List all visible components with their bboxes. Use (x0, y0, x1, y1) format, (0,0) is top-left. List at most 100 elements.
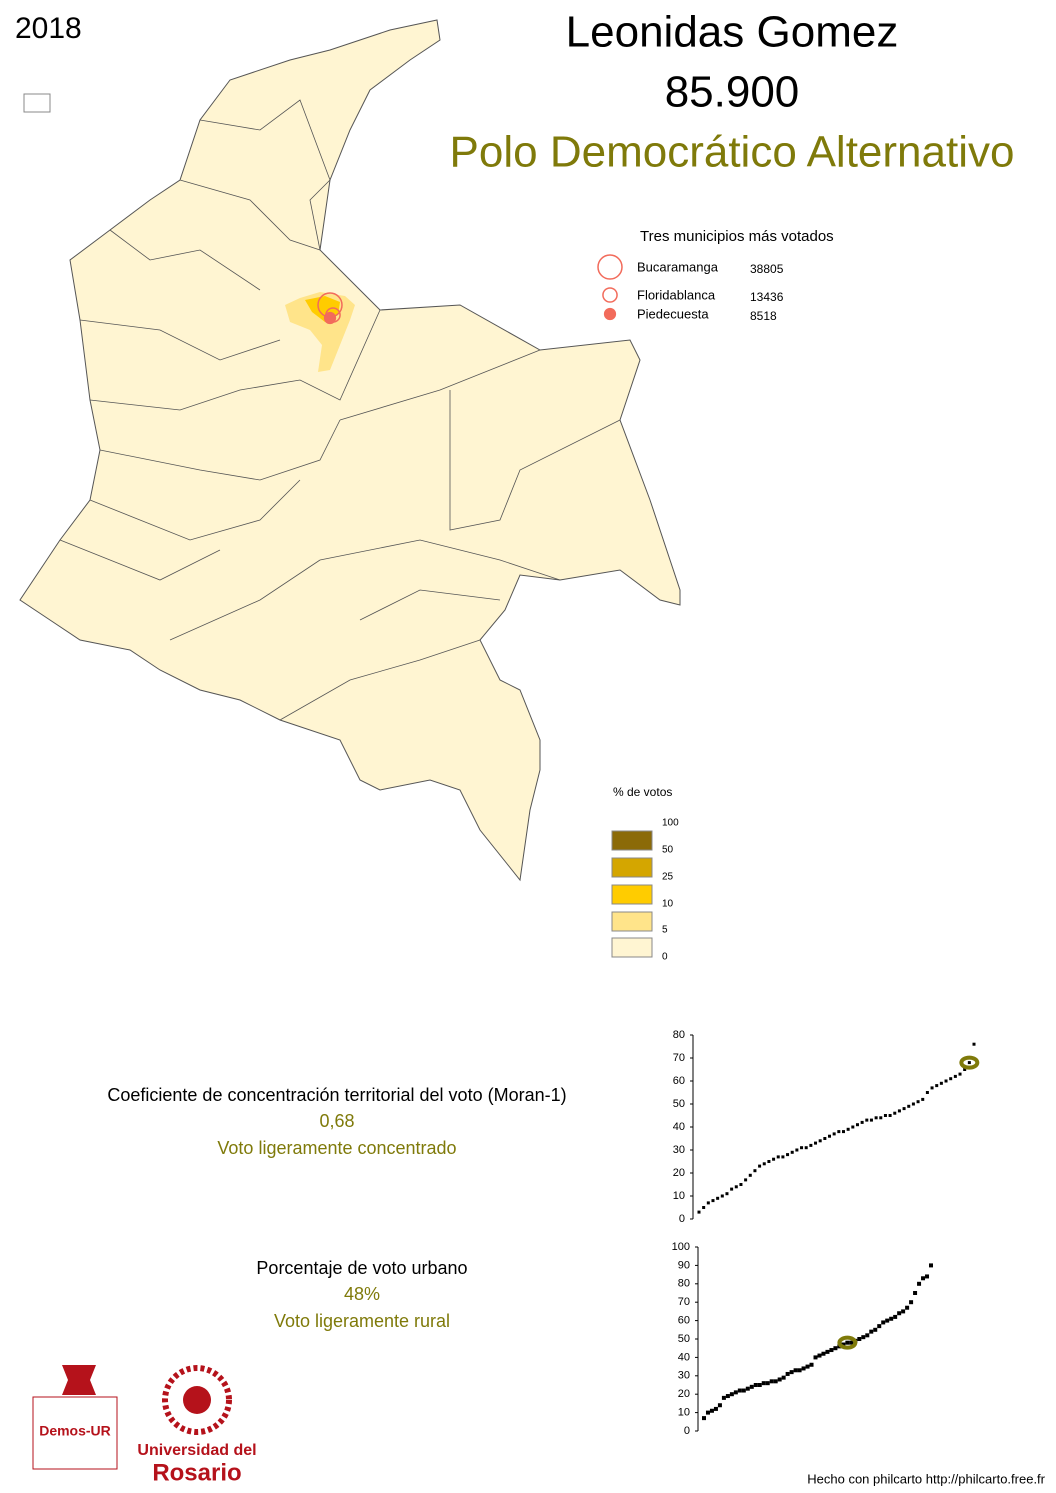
point (849, 1340, 854, 1345)
point (739, 1183, 743, 1186)
point (881, 1320, 886, 1325)
y-tick-label: 40 (673, 1121, 685, 1133)
point (711, 1199, 715, 1203)
point (846, 1127, 850, 1131)
point (865, 1333, 870, 1338)
point (706, 1201, 710, 1205)
university-line1: Universidad del (137, 1442, 256, 1459)
point (917, 1281, 922, 1286)
urban-value: 48% (344, 1284, 380, 1304)
map-circle (323, 311, 337, 325)
point (909, 1300, 914, 1305)
point (753, 1169, 757, 1173)
point (905, 1305, 910, 1310)
point (855, 1123, 859, 1127)
point (765, 1381, 770, 1386)
y-tick-label: 80 (673, 1029, 685, 1041)
charts: 0 10 20 30 40 50 60 70 80 0 10 20 30 40 50 60 70 80 90 100 (672, 1029, 980, 1437)
point (841, 1342, 846, 1347)
moran-verdict: Voto ligeramente concentrado (217, 1138, 456, 1158)
point (757, 1383, 762, 1387)
point (809, 1143, 813, 1147)
point (697, 1210, 701, 1214)
point (888, 1114, 892, 1117)
legend-swatch (611, 857, 653, 878)
y-tick-label: 50 (673, 1098, 685, 1110)
point (713, 1406, 718, 1411)
point (861, 1335, 866, 1340)
rosario-emblem (162, 1365, 232, 1435)
point (767, 1160, 771, 1163)
point (725, 1192, 729, 1196)
legend-circle (603, 307, 617, 321)
point (800, 1146, 804, 1150)
party: Polo Democrático Alternativo (450, 128, 1015, 177)
demos-box (32, 1396, 118, 1470)
point (762, 1162, 766, 1166)
y-tick-label: 20 (678, 1388, 690, 1400)
point (889, 1316, 894, 1321)
y-tick-label: 10 (678, 1407, 690, 1419)
legend-swatch (611, 884, 653, 905)
point (865, 1118, 869, 1122)
point (851, 1125, 855, 1129)
moran-title: Coeficiente de concentración territorial… (107, 1085, 566, 1105)
point (716, 1196, 720, 1200)
point (797, 1368, 802, 1373)
y-tick-label: 40 (678, 1351, 690, 1363)
point (741, 1388, 746, 1393)
point (837, 1130, 841, 1134)
point (709, 1408, 714, 1413)
point (913, 1291, 918, 1295)
point (734, 1185, 738, 1189)
highlight (959, 1055, 980, 1070)
point (874, 1116, 878, 1120)
y-tick-label: 0 (679, 1213, 685, 1225)
point (702, 1416, 706, 1421)
point (901, 1309, 906, 1314)
point (832, 1132, 836, 1136)
y-tick-label: 0 (684, 1425, 690, 1437)
highlight (837, 1335, 858, 1350)
point (717, 1403, 722, 1408)
point (769, 1379, 774, 1384)
point (733, 1390, 738, 1395)
legend-circle (602, 287, 618, 303)
point (789, 1370, 794, 1375)
point (737, 1388, 742, 1393)
legend-break: 25 (662, 872, 674, 883)
point (879, 1116, 883, 1120)
point (967, 1061, 971, 1065)
y-tick-label: 30 (678, 1370, 690, 1382)
point (758, 1164, 762, 1168)
point (776, 1155, 780, 1159)
point (921, 1276, 926, 1281)
y-tick-label: 100 (672, 1241, 690, 1253)
point (958, 1072, 962, 1076)
point (825, 1349, 830, 1354)
moran-value: 0,68 (319, 1111, 354, 1131)
point (786, 1153, 790, 1157)
y-tick-label: 10 (673, 1190, 685, 1202)
municipality-votes: 38805 (750, 262, 784, 276)
point (804, 1146, 808, 1150)
point (748, 1173, 752, 1177)
point (793, 1368, 798, 1373)
point (823, 1137, 827, 1140)
point (860, 1120, 864, 1124)
point (821, 1351, 826, 1356)
point (817, 1353, 822, 1358)
candidate: Leonidas Gomez (566, 8, 899, 57)
point (725, 1394, 730, 1399)
year: 2018 (15, 12, 82, 45)
point (781, 1375, 786, 1380)
top-title: Tres municipios más votados (640, 228, 834, 245)
point (930, 1086, 934, 1090)
point (925, 1091, 929, 1094)
point (929, 1263, 933, 1268)
point (705, 1410, 710, 1415)
demos-logo: Demos-UR (32, 1365, 118, 1470)
rosario-emblem-center (183, 1386, 211, 1414)
point (818, 1139, 822, 1143)
